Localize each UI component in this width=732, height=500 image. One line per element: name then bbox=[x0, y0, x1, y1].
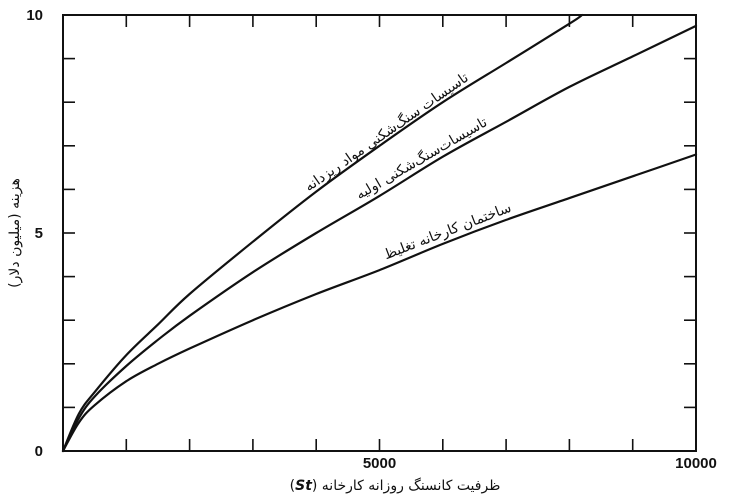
x-tick-label-0: 5000 bbox=[363, 455, 396, 472]
y-tick-label-1: 5 bbox=[35, 225, 43, 242]
curves-group bbox=[61, 13, 698, 453]
x-axis-title-text: ظرفیت کانسنگ روزانه کارخانه ( bbox=[312, 477, 500, 494]
series-line-1 bbox=[61, 24, 698, 453]
series-label-2: ساختمان کارخانه تغلیظ bbox=[382, 200, 514, 263]
series-label-1: تاسیسات‌سنگ‌شکنی اولیه bbox=[353, 113, 490, 203]
plot-frame bbox=[62, 14, 697, 452]
x-tick-label-1: 10000 bbox=[675, 455, 717, 472]
y-tick-label-0: 0 bbox=[35, 443, 43, 460]
series-line-0 bbox=[61, 13, 584, 453]
x-axis-title: ظرفیت کانسنگ روزانه کارخانه (St) bbox=[290, 477, 501, 494]
ticks-group bbox=[63, 15, 696, 451]
series-line-2 bbox=[61, 153, 698, 453]
x-axis-title-unit: St bbox=[295, 478, 313, 494]
y-tick-label-2: 10 bbox=[26, 7, 43, 24]
y-axis-title: هزینه (میلیون دلار) bbox=[7, 178, 23, 288]
x-axis-title-close: ) bbox=[290, 478, 295, 494]
